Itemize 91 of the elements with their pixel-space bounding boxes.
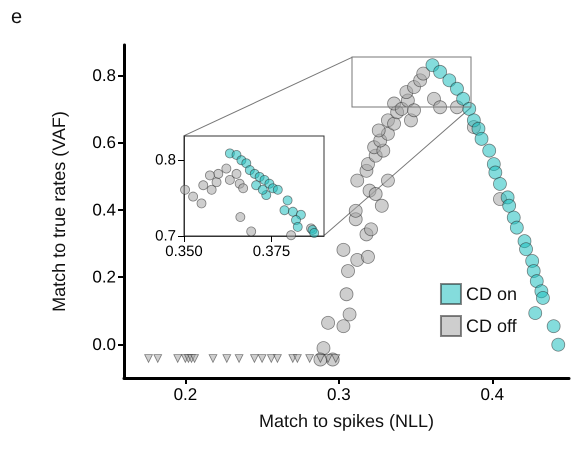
point — [482, 144, 496, 158]
point — [190, 354, 199, 363]
point — [153, 354, 162, 363]
point — [232, 168, 242, 179]
point — [321, 316, 335, 330]
point — [488, 166, 502, 180]
x-tick-label: 0.375 — [252, 243, 290, 260]
point — [309, 228, 320, 238]
point — [206, 184, 217, 195]
point — [144, 354, 153, 363]
point — [258, 354, 266, 363]
y-axis-title: Match to true rates (VAF) — [49, 111, 69, 312]
point — [407, 103, 421, 118]
point — [342, 308, 356, 322]
point — [222, 354, 232, 363]
point — [282, 195, 292, 206]
point — [221, 164, 232, 174]
point — [180, 184, 190, 195]
point — [293, 354, 302, 363]
point — [361, 250, 375, 264]
point — [234, 354, 244, 363]
chart-title: e — [11, 6, 22, 28]
point — [341, 264, 355, 278]
legend-label: CD off — [466, 316, 518, 336]
point — [205, 170, 215, 180]
point — [433, 100, 448, 114]
x-tick-label: 0.3 — [327, 385, 351, 404]
point — [381, 174, 395, 188]
point — [510, 220, 524, 235]
point — [258, 184, 268, 195]
point — [267, 354, 276, 363]
x-tick-label: 0.4 — [480, 385, 504, 404]
point — [251, 180, 261, 190]
point — [250, 354, 259, 363]
legend-label: CD on — [466, 284, 518, 304]
point — [173, 354, 182, 363]
point — [374, 198, 389, 213]
point — [361, 157, 375, 171]
point — [235, 212, 246, 222]
point — [493, 177, 507, 191]
point — [224, 175, 235, 185]
point — [350, 174, 364, 188]
point — [336, 242, 350, 257]
point — [433, 65, 448, 79]
point — [364, 222, 378, 236]
y-tick-label: 0.4 — [92, 200, 116, 220]
point — [450, 82, 464, 96]
point — [536, 291, 550, 305]
point — [212, 177, 222, 188]
point — [502, 198, 516, 213]
point — [273, 354, 282, 363]
point — [372, 124, 386, 138]
point — [305, 354, 314, 363]
point — [238, 183, 248, 194]
point — [416, 66, 430, 80]
point — [546, 319, 561, 334]
y-tick-label: 0.2 — [92, 268, 116, 287]
point — [196, 198, 206, 208]
point — [292, 222, 303, 232]
point — [188, 192, 198, 202]
x-axis-title: Match to spikes (NLL) — [258, 411, 434, 431]
point — [530, 274, 544, 288]
y-tick-label: 0.7 — [155, 228, 176, 244]
x-tick-label: 0.2 — [174, 385, 198, 404]
point — [213, 168, 224, 179]
y-tick-label: 0.8 — [92, 66, 116, 85]
point — [336, 319, 350, 334]
point — [442, 73, 456, 88]
point — [246, 226, 256, 236]
point — [208, 354, 218, 363]
point — [340, 287, 354, 302]
point — [519, 242, 533, 256]
y-tick-label: 0.8 — [155, 152, 176, 169]
point — [528, 306, 542, 320]
point — [272, 184, 283, 195]
point — [474, 132, 488, 146]
point — [324, 354, 332, 363]
point — [456, 92, 470, 106]
point — [551, 338, 566, 352]
x-tick-label: 0.350 — [165, 243, 203, 260]
point — [198, 180, 208, 190]
point — [288, 206, 298, 217]
point — [348, 204, 363, 218]
point — [387, 116, 401, 131]
point — [350, 253, 364, 267]
y-tick-label: 0.6 — [92, 133, 116, 152]
y-tick-label: 0.0 — [92, 334, 116, 354]
point — [280, 205, 290, 216]
point — [286, 230, 296, 240]
point — [368, 187, 383, 201]
point — [316, 341, 330, 355]
